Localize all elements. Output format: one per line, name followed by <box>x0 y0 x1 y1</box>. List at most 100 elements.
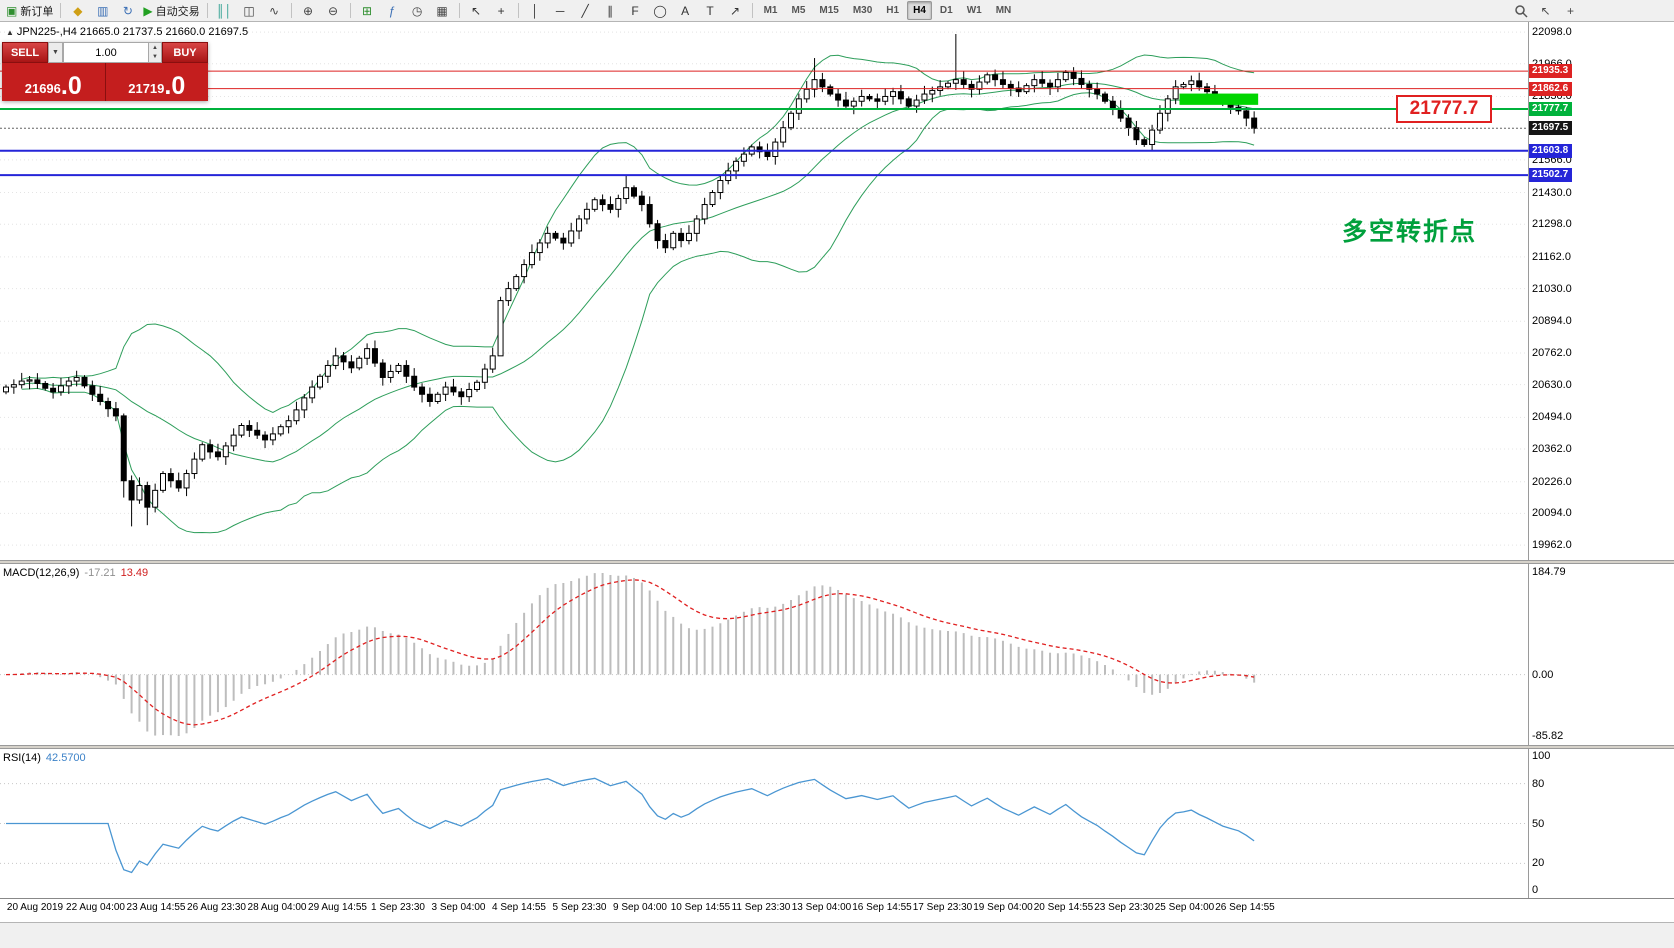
toolbar-templates-button[interactable]: ▦ <box>430 0 455 21</box>
timeframe-m15-button[interactable]: M15 <box>819 5 839 16</box>
buy-button[interactable]: BUY <box>162 42 208 63</box>
toolbar-equidistant-channel-button[interactable]: ∥ <box>598 0 623 21</box>
timeframe-h4-button[interactable]: H4 <box>907 1 932 20</box>
panel-splitter-macd[interactable] <box>0 560 1674 564</box>
toolbar-trendline-button[interactable]: ╱ <box>573 0 598 21</box>
search-icon <box>1514 4 1528 18</box>
turning-point-annotation[interactable]: 多空转折点 <box>1342 218 1478 246</box>
toolbar-text-button[interactable]: A <box>673 0 698 21</box>
sell-button[interactable]: SELL <box>2 42 48 63</box>
volume-stepper[interactable]: ▲ ▼ <box>149 42 162 63</box>
toolbar-zoom-in-button[interactable]: ⊕ <box>296 0 321 21</box>
toolbar-separator <box>290 3 292 18</box>
timeframe-m5-button[interactable]: M5 <box>791 5 806 16</box>
toolbar-zoom-out-button[interactable]: ⊖ <box>321 0 346 21</box>
price-axis-label: 21566.0 <box>1532 153 1572 166</box>
toolbar-line-chart-button[interactable]: ∿ <box>262 0 287 21</box>
price-axis-label: 21162.0 <box>1532 250 1571 263</box>
price-axis-label: 21966.0 <box>1532 57 1572 70</box>
macd-name: MACD(12,26,9) <box>3 567 80 579</box>
sell-price-display[interactable]: 21696.0 <box>2 63 106 101</box>
toolbar-pointer-tool-button[interactable]: ↖ <box>464 0 489 21</box>
timeframe-mn-button[interactable]: MN <box>995 5 1012 16</box>
rsi-value: 42.5700 <box>45 752 86 764</box>
symbol-ohlc-text: JPN225-,H4 21665.0 21737.5 21660.0 21697… <box>16 26 249 38</box>
new-order-icon: ▣ <box>6 3 18 18</box>
toolbar-autotrading-button[interactable]: ▶ 自动交易 <box>140 0 202 21</box>
timeframe-d1-button[interactable]: D1 <box>939 5 953 16</box>
big-price-label[interactable]: 21777.7 <box>1396 95 1492 124</box>
toolbar-chart-profiles-button[interactable]: ◆ <box>65 0 90 21</box>
toolbar-horizontal-line-button[interactable]: ─ <box>548 0 573 21</box>
toolbar-candlestick-chart-button[interactable]: ◫ <box>237 0 262 21</box>
toolbar-separator <box>458 3 460 18</box>
toolbar-separator <box>206 3 208 18</box>
panel-splitter-rsi[interactable] <box>0 745 1674 749</box>
rsi-indicator-label: RSI(14) 42.5700 <box>3 752 86 764</box>
toolbar-periods-button[interactable]: ◷ <box>405 0 430 21</box>
toolbar-fibonacci-button[interactable]: F <box>623 0 648 21</box>
volume-step-up-icon[interactable]: ▲ <box>152 44 158 51</box>
status-bar <box>0 922 1674 948</box>
toolbar-pointer-a-button[interactable]: ↖ <box>1533 0 1558 21</box>
one-click-trading-panel: SELL ▼ ▲ ▼ BUY 21696.0 21719.0 <box>2 42 208 101</box>
toolbar-arrows-button[interactable]: ↗ <box>723 0 748 21</box>
text-icon: A <box>681 3 690 18</box>
timeframe-m1-button[interactable]: M1 <box>763 5 778 16</box>
ellipse-icon: ◯ <box>653 3 667 18</box>
sell-price-int: 21696 <box>24 81 61 96</box>
equidistant-channel-icon: ∥ <box>607 3 614 18</box>
toolbar-tile-windows-button[interactable]: ⊞ <box>355 0 380 21</box>
pointer-tool-icon: ↖ <box>471 3 482 18</box>
timeframe-h1-button[interactable]: H1 <box>886 5 900 16</box>
time-axis[interactable] <box>0 898 1674 922</box>
toolbar-right-icons: ↖ + <box>1508 0 1583 21</box>
chart-profiles-icon: ◆ <box>73 3 83 18</box>
toolbar-separator <box>517 3 519 18</box>
main-chart-canvas[interactable] <box>0 22 1528 560</box>
volume-input[interactable] <box>64 43 148 62</box>
main-toolbar: ▣ 新订单 ◆ ▥ ↻ ▶ 自动交易 ║│ ◫ ∿ ⊕ ⊖ ⊞ ƒ ◷ ▦ ↖ + │ ─ ╱ ∥ F ◯ A T ↗ M1 M5 M1… <box>0 0 1674 22</box>
horizontal-line-icon: ─ <box>555 3 565 18</box>
volume-dropdown[interactable]: ▼ <box>48 42 63 63</box>
price-axis-label: 21030.0 <box>1532 282 1572 295</box>
price-axis-label: 21298.0 <box>1532 218 1572 231</box>
price-axis-label: 20762.0 <box>1532 346 1572 359</box>
macd-axis-zero: 0.00 <box>1532 668 1554 681</box>
toolbar-label-button[interactable]: T <box>698 0 723 21</box>
macd-panel-canvas[interactable] <box>0 564 1528 745</box>
toolbar-ellipse-button[interactable]: ◯ <box>648 0 673 21</box>
toolbar-indicators-button[interactable]: ƒ <box>380 0 405 21</box>
toolbar-pointer-b-button[interactable]: + <box>1558 0 1583 21</box>
rsi-name: RSI(14) <box>3 752 41 764</box>
pointer-b-icon: + <box>1566 3 1574 18</box>
fibonacci-icon: F <box>631 3 639 18</box>
autotrading-label: 自动交易 <box>155 5 200 18</box>
rsi-level-label: 80 <box>1532 777 1545 790</box>
timeframe-w1-button[interactable]: W1 <box>966 5 982 16</box>
rsi-panel-canvas[interactable] <box>0 749 1528 898</box>
macd-signal-line <box>5 579 1255 726</box>
toolbar-new-order-button[interactable]: ▣ 新订单 <box>3 0 56 21</box>
autotrading-icon: ▶ <box>143 3 153 18</box>
timeframe-m30-button[interactable]: M30 <box>852 5 873 16</box>
toolbar-vertical-line-button[interactable]: │ <box>523 0 548 21</box>
buy-price-display[interactable]: 21719.0 <box>106 63 209 101</box>
toolbar-refresh-button[interactable]: ↻ <box>115 0 140 21</box>
price-axis-border <box>1528 22 1529 898</box>
toolbar-bar-chart-button[interactable]: ║│ <box>212 0 237 21</box>
price-axis-label: 20226.0 <box>1532 475 1572 488</box>
price-axis-label: 19962.0 <box>1532 539 1572 552</box>
volume-step-down-icon[interactable]: ▼ <box>152 54 158 61</box>
rsi-axis-top: 100 <box>1532 750 1551 762</box>
price-axis-label: 20630.0 <box>1532 378 1572 391</box>
periods-icon: ◷ <box>411 3 423 18</box>
toolbar-crosshair-tool-button[interactable]: + <box>489 0 514 21</box>
toolbar-search-button[interactable] <box>1508 0 1533 21</box>
one-click-collapse-icon[interactable]: ▲ <box>6 28 14 37</box>
symbol-ohlc-bar: ▲ JPN225-,H4 21665.0 21737.5 21660.0 2169… <box>6 26 248 38</box>
indicators-icon: ƒ <box>388 3 396 18</box>
highlight-rectangle-object[interactable] <box>1179 93 1259 105</box>
toolbar-market-watch-button[interactable]: ▥ <box>90 0 115 21</box>
price-axis-label: 22098.0 <box>1532 26 1572 39</box>
